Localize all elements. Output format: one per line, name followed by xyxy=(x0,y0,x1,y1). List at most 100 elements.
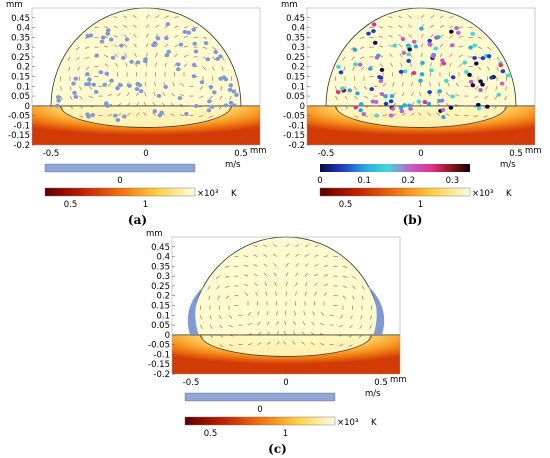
x-tick-label: 0.5 xyxy=(234,149,248,159)
y-tick-label: 0.45 xyxy=(151,243,170,253)
temperature-tick-label: 1 xyxy=(283,429,288,439)
particle xyxy=(203,41,209,46)
particle xyxy=(54,103,60,108)
x-tick-label: 0 xyxy=(418,149,423,159)
particle xyxy=(420,60,425,65)
particle xyxy=(407,47,413,52)
particle xyxy=(467,72,472,77)
temperature-tick-label: 0.5 xyxy=(204,429,218,439)
particle xyxy=(143,57,148,62)
temperature-tick-label: 1 xyxy=(418,200,423,210)
y-tick-label: 0.45 xyxy=(286,14,305,24)
particle xyxy=(340,86,345,91)
particle xyxy=(388,99,394,104)
particle xyxy=(56,98,62,103)
y-tick-label: -0.15 xyxy=(283,131,305,141)
particle xyxy=(98,70,104,75)
velocity-legend: 0 m/s xyxy=(184,389,381,415)
particle xyxy=(496,92,502,97)
y-tick-label: 0.15 xyxy=(151,302,170,312)
particle xyxy=(228,100,234,105)
melt-pool xyxy=(60,105,232,128)
particle xyxy=(184,111,189,116)
panel-caption: (a) xyxy=(128,213,147,227)
particle xyxy=(435,35,441,40)
y-unit-label: mm xyxy=(281,0,298,10)
particle xyxy=(372,40,378,45)
particle xyxy=(429,68,434,73)
particle xyxy=(88,33,94,38)
x-tick-label: 0 xyxy=(143,149,148,159)
particle xyxy=(352,47,358,52)
y-tick-label: -0.2 xyxy=(13,141,30,151)
velocity-tick-label: 0 xyxy=(117,176,122,186)
particle xyxy=(498,63,504,68)
temperature-colorbar xyxy=(44,187,196,197)
y-tick-label: 0 xyxy=(25,102,30,112)
velocity-legend: 0 0.1 0.2 0.3 m/s xyxy=(317,160,516,186)
particle xyxy=(402,103,408,108)
particle xyxy=(193,49,199,54)
particle xyxy=(437,98,442,103)
x-unit-label: mm xyxy=(250,146,267,156)
particle xyxy=(485,104,490,109)
particle xyxy=(83,82,89,87)
particle xyxy=(388,113,394,118)
particle xyxy=(186,30,192,35)
particle xyxy=(110,55,116,60)
particle xyxy=(486,54,492,59)
particle xyxy=(135,60,141,65)
particle xyxy=(390,106,396,111)
particle xyxy=(357,62,363,67)
temperature-multiplier: ×10³ xyxy=(197,189,218,199)
particle xyxy=(73,94,79,99)
particle xyxy=(137,83,143,88)
particle xyxy=(121,55,126,60)
particle xyxy=(398,69,404,74)
particle xyxy=(368,66,373,71)
y-tick-label: 0.05 xyxy=(11,92,30,102)
particle xyxy=(55,95,61,100)
particle xyxy=(419,26,424,31)
particle xyxy=(72,90,77,95)
x-unit-label: mm xyxy=(390,375,407,385)
particle xyxy=(127,83,132,88)
particle xyxy=(108,37,114,42)
y-tick-label: 0 xyxy=(165,331,170,341)
x-tick-label: 0.5 xyxy=(509,149,523,159)
y-tick-label: 0.2 xyxy=(156,292,170,302)
particle xyxy=(464,69,469,74)
particle xyxy=(191,62,197,67)
y-tick-label: 0 xyxy=(300,102,305,112)
velocity-unit: m/s xyxy=(365,389,381,399)
particle xyxy=(138,89,144,94)
particle xyxy=(336,64,341,69)
particle xyxy=(119,43,124,48)
particle xyxy=(182,29,188,34)
particle xyxy=(433,46,439,51)
y-tick-label: 0.2 xyxy=(291,63,305,73)
particle xyxy=(223,103,229,108)
diagram-svg: mm0.450.40.350.30.250.20.150.10.050-0.05… xyxy=(146,229,407,456)
particle xyxy=(129,59,134,64)
particle xyxy=(124,37,130,42)
particle xyxy=(105,28,111,33)
melt-pool xyxy=(335,105,507,128)
temperature-multiplier: ×10³ xyxy=(472,189,493,199)
y-tick-label: 0.25 xyxy=(286,53,305,63)
particle xyxy=(118,83,123,88)
temperature-unit: K xyxy=(371,418,377,428)
particle xyxy=(379,67,385,72)
particle xyxy=(215,56,220,61)
velocity-tick-label: 0.2 xyxy=(401,176,415,186)
temperature-tick-label: 0.5 xyxy=(64,200,78,210)
y-tick-label: -0.1 xyxy=(153,350,170,360)
particle xyxy=(468,79,474,84)
y-tick-label: 0.05 xyxy=(286,92,305,102)
y-tick-label: 0.15 xyxy=(11,73,30,83)
particle xyxy=(71,81,76,86)
particle xyxy=(369,87,374,92)
y-tick-label: 0.05 xyxy=(151,321,170,331)
particle xyxy=(505,73,511,78)
particle xyxy=(85,72,90,77)
